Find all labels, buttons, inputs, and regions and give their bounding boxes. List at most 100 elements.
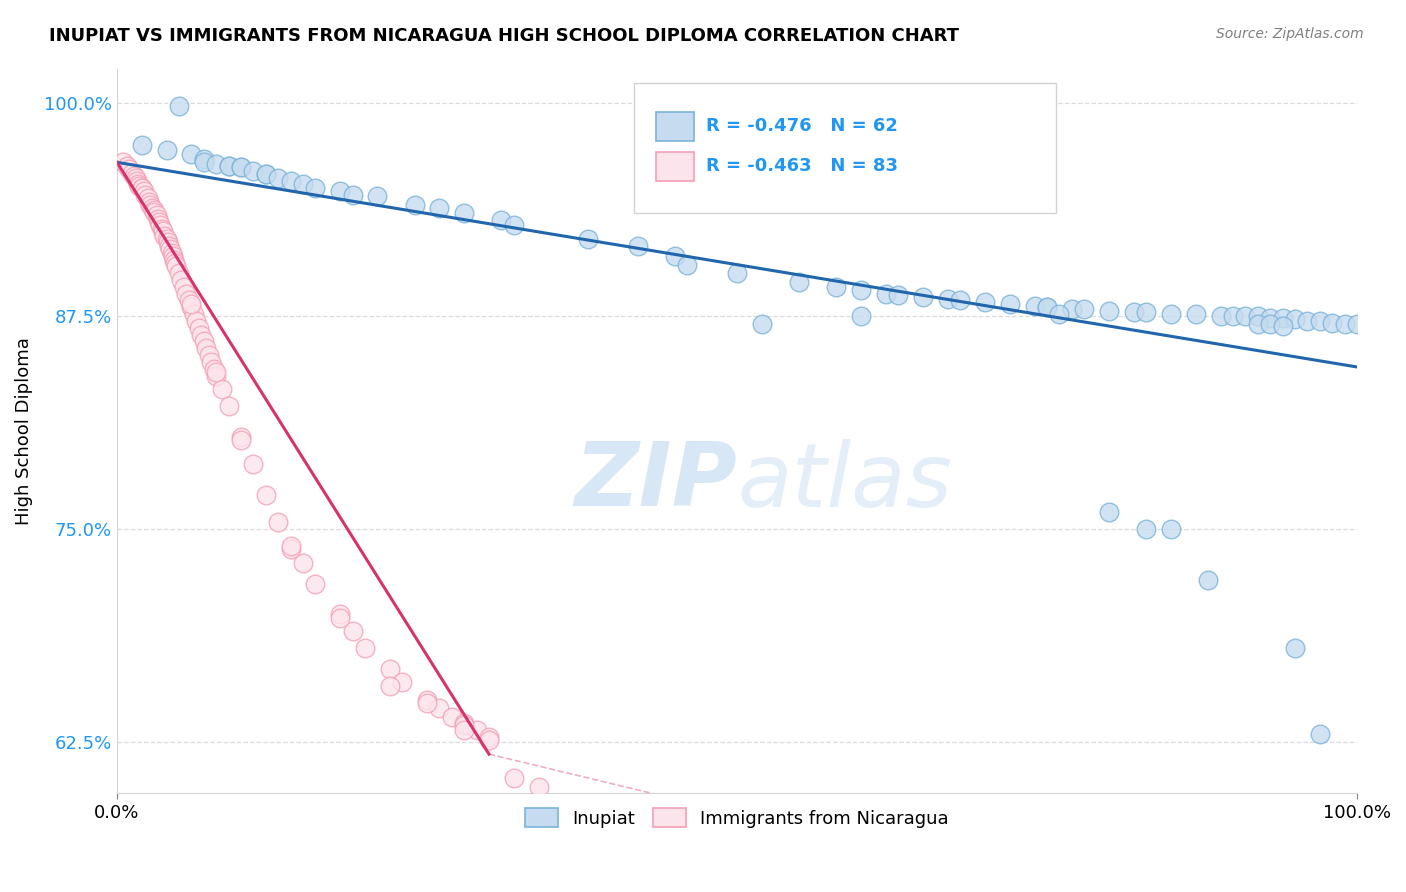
Point [176,286,198,301]
Point [478,733,501,747]
Point [576,232,599,246]
Point [1234,309,1257,323]
Point [453,718,475,732]
Point [218,399,240,413]
Point [148,215,170,229]
Point [141,202,163,216]
Point [825,280,848,294]
Point [229,161,252,175]
Text: ZIP: ZIP [574,438,737,525]
Point [342,187,364,202]
Point [136,191,159,205]
Point [1296,314,1319,328]
Point [304,576,326,591]
Point [153,228,176,243]
Point [1098,505,1121,519]
Text: R = -0.463   N = 83: R = -0.463 N = 83 [706,157,898,176]
Point [139,198,162,212]
Point [125,174,148,188]
Point [1247,309,1270,323]
Point [162,249,184,263]
Point [1073,301,1095,316]
Point [1047,307,1070,321]
Point [329,607,352,622]
Point [118,162,141,177]
Point [165,256,187,270]
Point [911,290,934,304]
Point [1309,726,1331,740]
Point [131,181,153,195]
Point [416,696,439,710]
Point [502,219,524,233]
Point [156,235,179,250]
Point [1135,522,1157,536]
Point [115,159,138,173]
Point [242,164,264,178]
Point [131,138,153,153]
Point [1258,310,1281,325]
Point [378,662,401,676]
Point [875,286,897,301]
Point [254,167,277,181]
Point [849,283,872,297]
Point [193,152,215,166]
Point [453,723,475,738]
Point [1271,319,1294,334]
Point [429,701,451,715]
Point [193,334,215,349]
Point [1271,310,1294,325]
Point [1060,301,1083,316]
Point [143,204,166,219]
Legend: Inupiat, Immigrants from Nicaragua: Inupiat, Immigrants from Nicaragua [517,801,956,835]
Point [1346,318,1368,332]
Point [254,488,277,502]
Point [186,314,208,328]
Point [949,293,972,308]
Point [183,307,205,321]
Point [112,155,135,169]
FancyBboxPatch shape [634,83,1056,213]
Point [453,206,475,220]
Point [391,675,413,690]
Point [627,239,650,253]
Point [1322,316,1344,330]
Point [180,300,202,314]
Point [280,174,302,188]
Point [150,222,173,236]
Point [1333,318,1355,332]
Point [127,178,149,192]
Point [329,184,352,198]
Point [134,187,156,202]
Point [291,178,314,192]
Point [378,679,401,693]
Point [440,709,463,723]
Point [1135,305,1157,319]
Point [200,355,222,369]
Point [155,144,177,158]
Point [342,624,364,639]
Point [124,170,146,185]
Point [205,368,228,383]
Point [366,189,388,203]
Point [167,266,190,280]
Point [404,198,426,212]
Point [143,203,166,218]
Text: Source: ZipAtlas.com: Source: ZipAtlas.com [1216,27,1364,41]
Point [155,232,177,246]
Point [205,365,228,379]
Point [173,280,195,294]
Point [416,692,439,706]
Point [152,223,174,237]
Point [146,211,169,226]
Point [160,245,183,260]
Point [121,165,143,179]
Point [166,260,188,274]
Point [138,194,160,209]
Point [429,202,451,216]
Point [124,169,146,183]
Point [145,208,167,222]
Point [1284,641,1306,656]
Point [170,273,193,287]
Point [936,292,959,306]
Point [254,167,277,181]
